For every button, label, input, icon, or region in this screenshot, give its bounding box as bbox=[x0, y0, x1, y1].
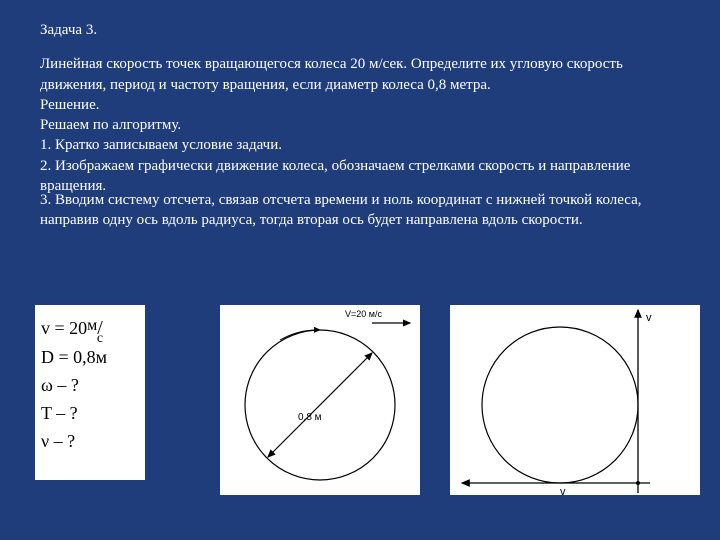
diagram-wheel-diameter: 0,8 м V=20 м/с bbox=[220, 305, 420, 495]
wheel-circle-2 bbox=[482, 327, 638, 483]
velocity-label-top: V=20 м/с bbox=[345, 309, 382, 319]
diagrams-row: v = 20м/с D = 0,8м ω – ? T – ? ν – ? 0,8… bbox=[30, 295, 710, 525]
step-3: 3. Вводим систему отсчета, связав отсчет… bbox=[40, 190, 680, 231]
given-T: T – ? bbox=[41, 400, 139, 428]
given-omega: ω – ? bbox=[41, 372, 139, 400]
y-axis-label: v bbox=[646, 312, 652, 324]
algorithm-label: Решаем по алгоритму. bbox=[40, 115, 680, 135]
x-axis-label: v bbox=[560, 486, 566, 495]
problem-title: Задача 3. bbox=[40, 20, 680, 40]
diagram2-svg: v v bbox=[450, 305, 700, 495]
step-1: 1. Кратко записываем условие задачи. bbox=[40, 135, 680, 155]
problem-text-block: Задача 3. Линейная скорость точек вращаю… bbox=[40, 20, 680, 231]
origin-point bbox=[636, 481, 640, 485]
diagram1-svg: 0,8 м V=20 м/с bbox=[220, 305, 420, 495]
given-D: D = 0,8м bbox=[41, 344, 139, 372]
diameter-label: 0,8 м bbox=[298, 412, 322, 423]
solution-label: Решение. bbox=[40, 95, 680, 115]
problem-statement: Линейная скорость точек вращающегося кол… bbox=[40, 54, 680, 95]
given-values-box: v = 20м/с D = 0,8м ω – ? T – ? ν – ? bbox=[35, 305, 145, 480]
diagram-wheel-axes: v v bbox=[450, 305, 700, 495]
given-v: v = 20м/с bbox=[41, 313, 139, 344]
given-nu: ν – ? bbox=[41, 428, 139, 456]
